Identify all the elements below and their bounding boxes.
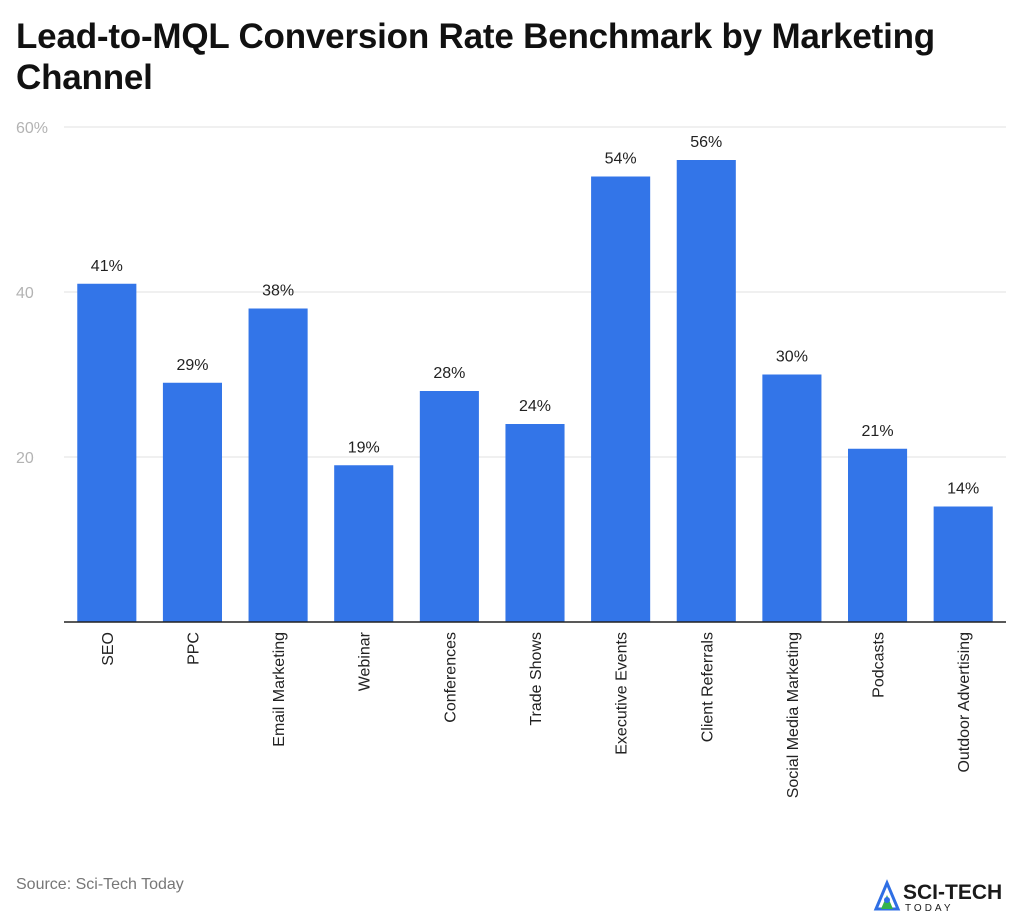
bar [248,308,308,622]
category-label: Conferences [442,632,459,723]
bar [676,160,736,622]
bar [77,283,137,622]
value-label: 30% [776,349,808,366]
source-note: Source: Sci-Tech Today [16,876,184,893]
value-label: 24% [519,398,551,415]
bar [762,374,822,622]
bar [162,382,222,622]
y-tick-label: 40 [16,285,34,302]
value-label: 54% [605,151,637,168]
logo-name: SCI-TECH [903,881,1002,904]
value-label: 28% [433,365,465,382]
value-label: 19% [348,439,380,456]
category-label: SEO [100,632,117,666]
bar [848,448,908,622]
chart-title: Lead-to-MQL Conversion Rate Benchmark by… [16,17,935,97]
bar [933,506,993,622]
sci-tech-logo: SCI-TECH TODAY [873,879,1002,912]
bars [77,160,993,622]
category-label: Email Marketing [271,632,288,747]
logo-sub: TODAY [905,903,954,912]
category-label: PPC [185,632,202,665]
bar [419,391,479,622]
category-label: Outdoor Advertising [956,632,973,773]
category-labels: SEO PPC Email Marketing Webinar Conferences T… [100,631,973,798]
value-label: 38% [262,283,294,300]
category-label: Client Referrals [699,632,716,742]
bar [591,176,651,622]
category-label: Podcasts [871,632,888,698]
bar [334,465,394,622]
value-label: 21% [862,423,894,440]
value-label: 56% [690,134,722,151]
category-label: Trade Shows [528,632,545,726]
value-label: 14% [947,481,979,498]
atom-triangle-icon [873,879,901,911]
value-label: 41% [91,258,123,275]
value-labels: 41% 29% 38% 19% 28% 24% 54% 56% 30% 21% 14% [91,134,979,498]
category-label: Social Media Marketing [785,632,802,798]
y-tick-label: 20 [16,450,34,467]
value-label: 29% [176,357,208,374]
category-label: Executive Events [614,632,631,755]
bar-chart: 20 40 60% 41% 29% 38% 19% 28% 24% 54% 56% 30% 21% 14… [16,120,1006,798]
bar [505,424,565,622]
category-label: Webinar [357,631,374,691]
y-tick-label: 60% [16,120,48,137]
